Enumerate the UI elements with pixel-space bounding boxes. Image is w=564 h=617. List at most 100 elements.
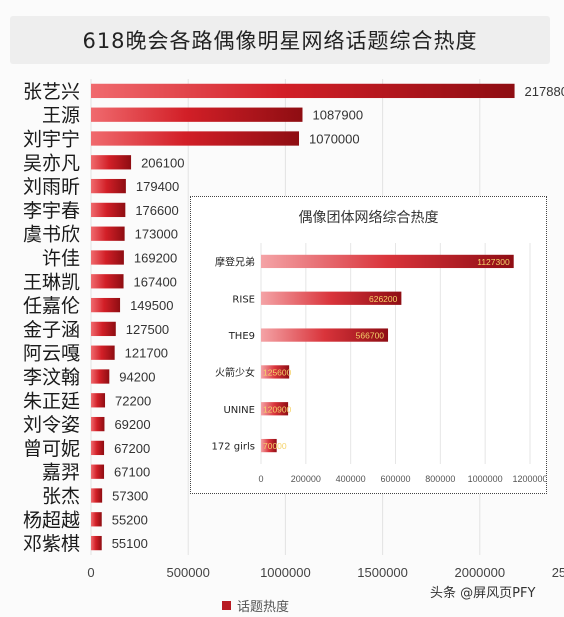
x-tick-label: 500000 — [167, 565, 210, 580]
chart-title-box: 618晚会各路偶像明星网络话题综合热度 — [10, 16, 550, 64]
category-label: 任嘉伦 — [23, 295, 80, 317]
category-label: 虞书欣 — [23, 224, 80, 246]
inset-category-label: 172 girls — [212, 442, 256, 453]
value-label: 69200 — [114, 417, 150, 432]
category-label: 刘宇宁 — [23, 129, 80, 151]
inset-chart-panel: 偶像团体网络综合热度 0 200000 400000 600000 800000 1000… — [190, 196, 547, 494]
category-label: 刘令姿 — [23, 414, 80, 436]
inset-category-label: 摩登兄弟 — [215, 255, 255, 268]
inset-value-label: 120900 — [263, 404, 292, 414]
inset-category-label: THE9 — [228, 331, 255, 342]
category-label: 李宇春 — [23, 200, 80, 222]
category-label: 李汶翰 — [23, 367, 80, 389]
category-label: 朱正廷 — [23, 390, 80, 412]
bar — [91, 321, 116, 337]
category-label: 王源 — [42, 105, 80, 127]
inset-bar-chart: 0 200000 400000 600000 800000 1000000 1200000 摩… — [212, 243, 546, 484]
inset-bar — [261, 402, 289, 416]
bar — [91, 226, 125, 241]
bar — [91, 464, 105, 479]
bar — [91, 416, 105, 432]
bar — [91, 155, 132, 170]
x-tick-label: 2500000 — [552, 565, 564, 580]
bar — [91, 535, 102, 551]
value-label: 55100 — [112, 536, 148, 551]
value-label: 179400 — [136, 179, 179, 194]
inset-value-label: 626200 — [369, 294, 398, 304]
chart-title: 618晚会各路偶像明星网络话题综合热度 — [82, 29, 478, 53]
category-label: 邓紫棋 — [23, 533, 80, 555]
value-label: 167400 — [134, 274, 177, 289]
value-label: 176600 — [135, 203, 178, 218]
x-tick-label: 2000000 — [454, 565, 505, 580]
value-label: 72200 — [115, 393, 151, 408]
bar — [91, 440, 105, 456]
legend: 话题热度 — [222, 596, 289, 615]
value-label: 2178800 — [525, 84, 564, 99]
category-label: 嘉羿 — [42, 462, 80, 484]
category-label: 吴亦凡 — [23, 152, 80, 174]
value-label: 57300 — [112, 489, 148, 504]
bar — [91, 178, 126, 194]
bar — [91, 83, 515, 99]
x-tick-label: 1500000 — [357, 565, 408, 580]
bar — [91, 274, 124, 289]
value-label: 67100 — [114, 465, 150, 480]
inset-category-label: UNINE — [223, 405, 255, 416]
inset-x-tick-label: 200000 — [291, 474, 321, 484]
inset-chart-title: 偶像团体网络综合热度 — [298, 210, 439, 226]
category-label: 张杰 — [42, 486, 80, 508]
inset-value-label: 70000 — [263, 441, 287, 451]
value-label: 206100 — [141, 155, 184, 170]
value-label: 55200 — [112, 512, 148, 527]
bar — [91, 202, 126, 218]
bar — [91, 250, 124, 265]
bar — [91, 131, 300, 146]
value-label: 173000 — [135, 227, 178, 242]
inset-x-tick-label: 600000 — [380, 474, 410, 484]
inset-x-tick-label: 0 — [258, 474, 263, 484]
inset-category-label: RISE — [232, 294, 255, 305]
inset-x-tick-label: 1200000 — [512, 474, 546, 484]
value-label: 149500 — [130, 298, 173, 313]
category-label: 王琳凯 — [23, 271, 80, 293]
inset-x-tick-label: 400000 — [336, 474, 366, 484]
inset-bar — [261, 365, 290, 379]
bar — [91, 488, 103, 503]
bar — [91, 297, 121, 313]
value-label: 121700 — [125, 346, 168, 361]
bar — [91, 393, 106, 408]
category-label: 杨超越 — [23, 509, 80, 531]
inset-x-tick-label: 1000000 — [468, 474, 503, 484]
inset-bar — [261, 291, 402, 305]
bar — [91, 345, 115, 360]
category-label: 曾可妮 — [23, 438, 80, 460]
value-label: 67200 — [114, 441, 150, 456]
inset-value-label: 1127300 — [477, 257, 510, 267]
category-label: 金子涵 — [23, 319, 80, 341]
inset-bar — [261, 254, 514, 269]
inset-category-label: 火箭少女 — [215, 366, 255, 379]
bar — [91, 107, 303, 122]
inset-value-label: 566700 — [356, 331, 385, 341]
inset-bar — [261, 438, 277, 453]
inset-bar — [261, 328, 389, 342]
category-label: 阿云嘎 — [23, 343, 80, 365]
category-label: 张艺兴 — [23, 81, 80, 103]
x-tick-label: 0 — [87, 565, 94, 580]
inset-x-tick-label: 800000 — [425, 474, 455, 484]
value-label: 127500 — [126, 322, 169, 337]
value-label: 1070000 — [309, 132, 360, 147]
x-tick-label: 1000000 — [260, 565, 311, 580]
category-label: 刘雨昕 — [23, 176, 80, 198]
value-label: 94200 — [119, 370, 155, 385]
inset-value-label: 125600 — [263, 367, 292, 377]
legend-label: 话题热度 — [237, 600, 290, 615]
watermark: 头条 @屏风页PFY — [430, 586, 536, 601]
value-label: 169200 — [134, 251, 177, 266]
bar — [91, 512, 102, 527]
bar — [91, 369, 110, 384]
value-label: 1087900 — [312, 108, 363, 123]
legend-swatch — [222, 601, 231, 610]
